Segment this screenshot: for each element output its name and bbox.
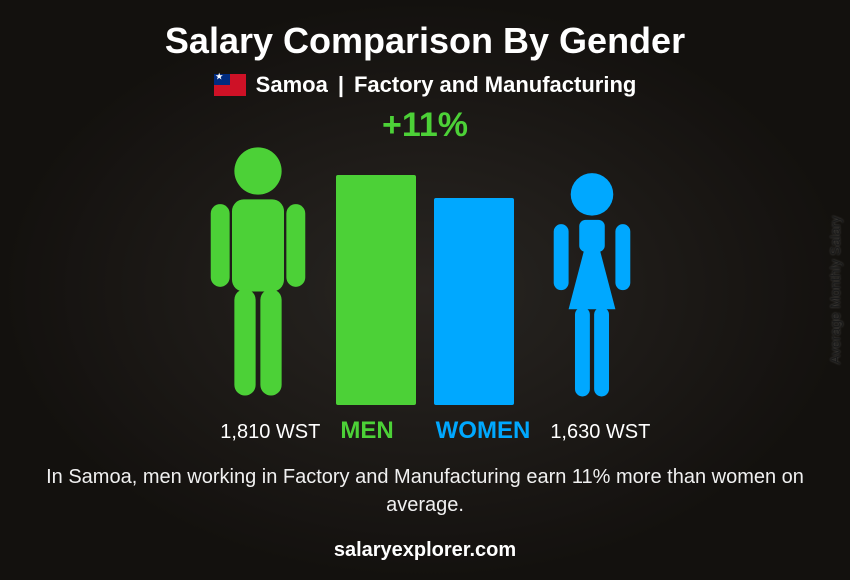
man-icon <box>198 145 318 405</box>
woman-icon <box>532 171 652 405</box>
women-column: WOMEN 1,630 WST <box>434 171 652 445</box>
sector-name: Factory and Manufacturing <box>354 72 636 98</box>
men-salary: 1,810 WST <box>220 421 320 443</box>
comparison-chart: 1,810 WST MEN WOMEN <box>198 145 652 445</box>
men-bar <box>336 175 416 405</box>
subtitle-row: Samoa | Factory and Manufacturing <box>214 72 637 98</box>
flag-icon <box>214 74 246 96</box>
men-label: MEN <box>340 417 393 444</box>
footer-source: salaryexplorer.com <box>334 539 516 562</box>
men-column: 1,810 WST MEN <box>198 145 416 445</box>
women-label: WOMEN <box>436 417 531 444</box>
description-text: In Samoa, men working in Factory and Man… <box>45 463 805 519</box>
page-title: Salary Comparison By Gender <box>165 20 685 62</box>
women-bar <box>434 198 514 405</box>
country-name: Samoa <box>256 72 328 98</box>
women-salary: 1,630 WST <box>550 421 650 443</box>
separator: | <box>338 72 344 98</box>
percent-difference: +11% <box>382 106 468 145</box>
